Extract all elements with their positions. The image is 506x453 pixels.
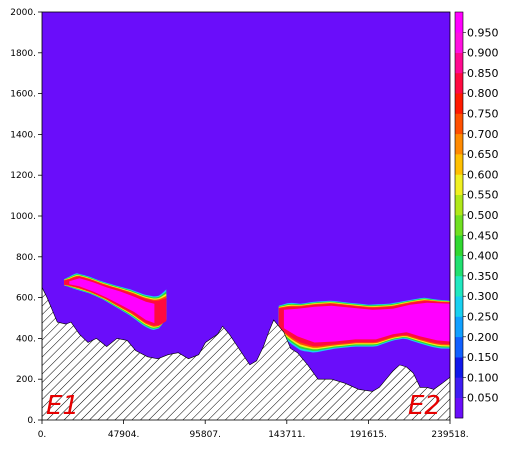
terrain-hatched [42,287,450,420]
colorbar-label: 0.200 [467,331,499,344]
y-tick-label: 200. [16,375,36,385]
plume-core [69,278,155,324]
colorbar-swatch [455,194,463,216]
colorbar: 0.050 0.100 0.150 0.200 0.250 0.300 0.350 0.400… [454,11,499,419]
endpoint-label-e1: E1 [46,391,79,421]
colorbar-swatch [455,397,463,419]
y-tick-label: 1200. [10,171,36,181]
plot-area [42,12,450,420]
colorbar-label: 0.800 [467,87,499,100]
plume-core [283,302,450,343]
x-tick-label: 143711. [268,430,305,440]
colorbar-label: 0.600 [467,168,499,181]
x-tick-label: 95807. [189,430,221,440]
colorbar-label: 0.300 [467,290,499,303]
y-tick-label: 0. [27,416,36,426]
plume-e1 [64,273,167,330]
colorbar-swatch [455,275,463,297]
colorbar-label: 0.050 [467,392,499,405]
colorbar-swatch [455,377,463,398]
y-axis: 0. 200. 400. 600. 800. 1000. 1200. 1400. 1600. 18… [10,8,42,426]
colorbar-label: 0.950 [467,26,499,39]
plume-e2 [278,297,450,353]
colorbar-label: 0.500 [467,209,499,222]
x-tick-label: 47904. [108,430,140,440]
plume-layer [64,273,450,353]
colorbar-label: 0.150 [467,351,499,364]
colorbar-swatch [455,174,463,195]
colorbar-swatch [455,215,463,236]
y-tick-label: 800. [16,253,36,263]
colorbar-swatch [455,52,463,74]
endpoint-label-e2: E2 [408,391,441,421]
colorbar-swatch [455,93,463,114]
colorbar-swatch [455,113,463,135]
colorbar-label: 0.750 [467,108,499,121]
colorbar-swatch [455,316,463,338]
colorbar-label: 0.650 [467,148,499,161]
y-tick-label: 1800. [10,49,36,59]
colorbar-swatch [455,235,463,256]
colorbar-label: 0.700 [467,128,499,141]
colorbar-swatch [455,154,463,175]
colorbar-label: 0.350 [467,270,499,283]
colorbar-swatch [455,255,463,277]
colorbar-label: 0.100 [467,371,499,384]
y-tick-label: 1600. [10,90,36,100]
colorbar-label: 0.450 [467,229,499,242]
colorbar-swatch [455,133,463,155]
colorbar-label: 0.850 [467,67,499,80]
x-tick-label: 191615. [350,430,387,440]
y-tick-label: 600. [16,294,36,304]
x-tick-label: 0. [38,430,47,440]
colorbar-label: 0.900 [467,47,499,60]
colorbar-swatch [455,12,463,33]
colorbar-label: 0.250 [467,311,499,324]
colorbar-swatch [455,72,463,94]
colorbar-swatch [455,32,463,53]
colorbar-swatch [455,336,463,358]
y-tick-label: 2000. [10,8,36,18]
colorbar-swatch [455,357,463,378]
x-tick-label: 239518. [431,430,468,440]
y-tick-label: 1000. [10,212,36,222]
colorbar-label: 0.400 [467,250,499,263]
colorbar-swatch [455,296,463,317]
y-tick-label: 1400. [10,130,36,140]
colorbar-label: 0.550 [467,189,499,202]
x-axis: 0. 47904. 95807. 143711. 191615. 239518. [38,420,469,440]
y-tick-label: 400. [16,334,36,344]
